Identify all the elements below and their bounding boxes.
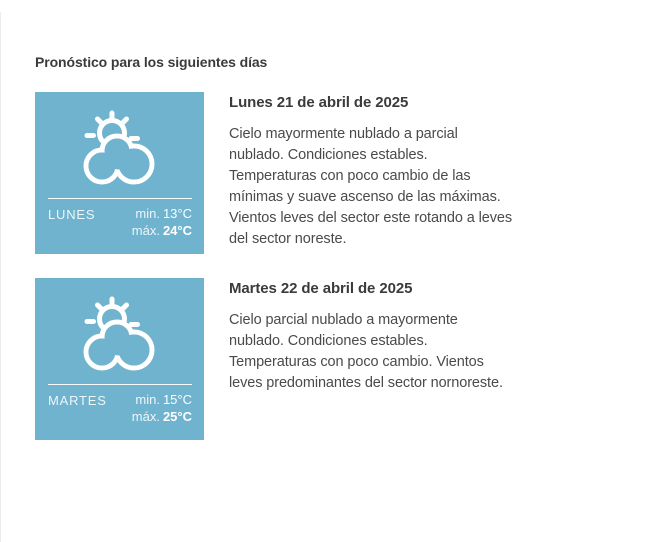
panel-left-border bbox=[0, 12, 1, 542]
sun-behind-cloud-icon bbox=[83, 296, 154, 371]
temperatures: min. 13°C máx. 24°C bbox=[132, 205, 192, 239]
day-forecast-text-monday: Lunes 21 de abril de 2025 Cielo mayormen… bbox=[229, 92, 559, 250]
day-card-tuesday: MARTES min. 15°C máx. 25°C bbox=[35, 278, 204, 440]
day-heading: Martes 22 de abril de 2025 bbox=[229, 280, 413, 297]
max-temperature: máx. 24°C bbox=[131, 223, 192, 238]
day-card-monday: LUNES min. 13°C máx. 24°C bbox=[35, 92, 204, 254]
temperatures: min. 15°C máx. 25°C bbox=[132, 391, 192, 425]
forecast-row-tuesday: MARTES min. 15°C máx. 25°C Martes 22 de ab… bbox=[35, 278, 641, 440]
max-temperature: máx. 25°C bbox=[131, 409, 192, 424]
card-divider bbox=[48, 198, 192, 199]
min-temperature: min. 13°C bbox=[135, 206, 192, 221]
day-label: LUNES bbox=[48, 207, 96, 222]
day-description: Cielo mayormente nublado a parcial nubla… bbox=[229, 126, 512, 247]
min-temperature: min. 15°C bbox=[135, 392, 192, 407]
day-label: MARTES bbox=[48, 393, 107, 408]
day-heading: Lunes 21 de abril de 2025 bbox=[229, 94, 409, 111]
day-forecast-text-tuesday: Martes 22 de abril de 2025 Cielo parcial… bbox=[229, 278, 559, 394]
page-title: Pronóstico para los siguientes días bbox=[35, 54, 268, 70]
card-divider bbox=[48, 384, 192, 385]
forecast-row-monday: LUNES min. 13°C máx. 24°C Lunes 21 de abri… bbox=[35, 92, 641, 254]
sun-behind-cloud-icon bbox=[83, 110, 154, 185]
day-description: Cielo parcial nublado a mayormente nubla… bbox=[229, 312, 503, 391]
